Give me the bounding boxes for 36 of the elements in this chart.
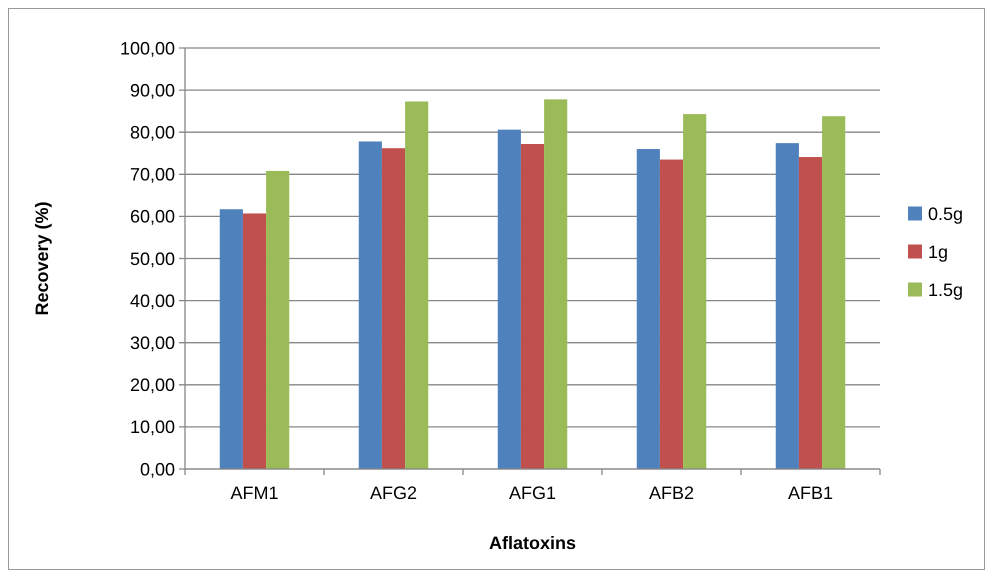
y-tick-label: 40,00 [130, 290, 175, 311]
bar [498, 130, 521, 469]
bar [520, 144, 544, 469]
y-axis-title: Recovery (%) [32, 201, 52, 316]
bar [636, 149, 660, 469]
bar [798, 157, 822, 469]
bar [382, 148, 406, 469]
y-tick-label: 0,00 [140, 459, 175, 480]
y-tick-label: 100,00 [120, 38, 175, 58]
y-tick-label: 30,00 [130, 333, 175, 353]
bar [660, 160, 684, 469]
y-tick-label: 20,00 [130, 375, 175, 396]
y-tick-label: 90,00 [130, 80, 175, 100]
bar [242, 213, 266, 469]
bar [405, 101, 428, 469]
x-axis-title: Aflatoxins [488, 533, 576, 553]
legend-label: 0.5g [928, 204, 964, 224]
bar [776, 143, 799, 469]
x-tick-label: AFB2 [648, 483, 694, 503]
x-tick-label: AFG2 [370, 483, 418, 503]
bar [358, 141, 382, 469]
y-tick-label: 10,00 [130, 417, 175, 438]
y-tick-label: 50,00 [130, 248, 175, 269]
x-tick-label: AFM1 [230, 483, 279, 503]
bar [683, 114, 706, 469]
y-tick-label: 80,00 [130, 122, 175, 142]
x-tick-label: AFG1 [508, 483, 556, 503]
bar [822, 116, 846, 469]
bar [544, 99, 568, 469]
bar [220, 209, 243, 469]
legend-label: 1g [928, 242, 948, 262]
bar [266, 170, 290, 469]
y-tick-label: 60,00 [130, 206, 175, 227]
y-tick-label: 70,00 [130, 164, 175, 185]
x-tick-label: AFB1 [788, 483, 834, 503]
legend-label: 1.5g [928, 280, 964, 300]
